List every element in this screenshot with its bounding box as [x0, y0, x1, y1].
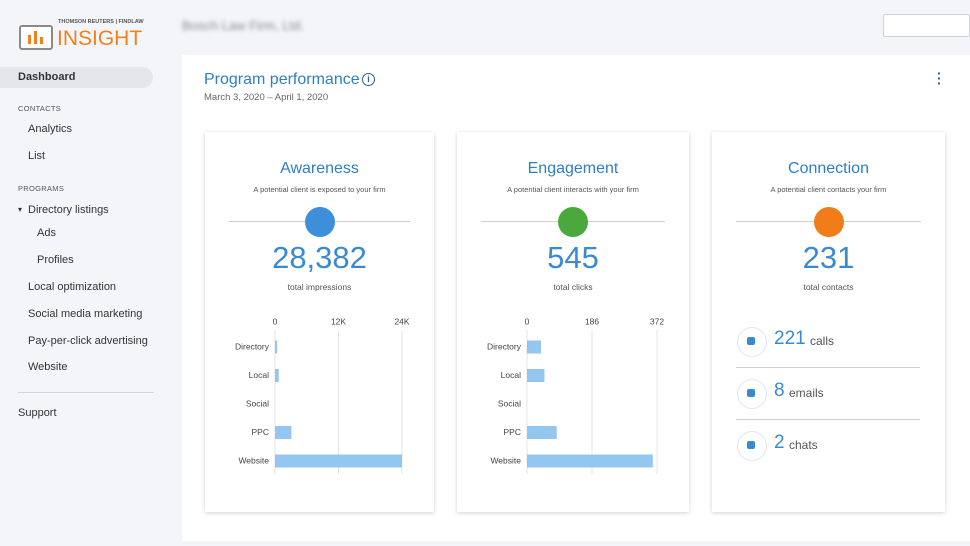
card: Connection A potential client contacts y…	[712, 132, 945, 512]
card-subtitle: A potential client is exposed to your fi…	[253, 185, 386, 194]
top-button[interactable]	[883, 14, 970, 37]
nav-item[interactable]: Profiles	[37, 254, 74, 266]
panel-title: Program performance	[204, 71, 360, 88]
menu-dots[interactable]: · · ·	[937, 65, 942, 91]
sidebar: THOMSON REUTERS | FINDLAW INSIGHT Dashbo…	[0, 0, 168, 546]
chart: 0 186 372 Directory Local Social PPC Website	[487, 316, 664, 474]
card-total-label: total contacts	[803, 282, 854, 292]
x-tick-label: 186	[585, 316, 599, 326]
y-tick-label: Directory	[235, 341, 270, 351]
nav-item[interactable]: Directory listings	[28, 204, 109, 216]
inbox-icon	[813, 207, 844, 237]
x-tick-label: 0	[525, 316, 530, 326]
nav-item[interactable]: Social media marketing	[28, 308, 143, 320]
bar	[527, 369, 545, 382]
brand-name: INSIGHT	[57, 27, 143, 50]
caret: ▾	[18, 205, 23, 214]
y-tick-label: Local	[501, 370, 521, 380]
card: Awareness A potential client is exposed …	[205, 132, 434, 512]
contact-icon-inner	[747, 389, 755, 397]
contact-icon-inner	[747, 337, 755, 345]
x-tick-label: 0	[273, 316, 278, 326]
card: Engagement A potential client interacts …	[457, 132, 689, 512]
bar	[527, 454, 653, 468]
nav-heading: PROGRAMS	[18, 184, 65, 193]
y-tick-label: Directory	[487, 341, 522, 351]
panel-dates: March 3, 2020 – April 1, 2020	[204, 92, 329, 103]
nav-item[interactable]: Ads	[37, 227, 56, 239]
wifi-icon	[304, 207, 335, 237]
card-total: 231	[802, 240, 855, 275]
nav-heading: CONTACTS	[18, 104, 62, 113]
contact-unit: chats	[789, 438, 818, 452]
x-tick-label: 372	[650, 316, 664, 326]
card-total-label: total impressions	[287, 282, 352, 292]
card-total: 28,382	[272, 240, 367, 275]
nav-support[interactable]: Support	[18, 407, 57, 419]
card-title: Connection	[788, 160, 869, 177]
firm-name: Bosch Law Firm, Ltd.	[182, 18, 305, 33]
card-total: 545	[547, 240, 599, 275]
divider	[736, 367, 920, 368]
contact-value: 221	[774, 328, 806, 349]
contact-unit: emails	[789, 386, 824, 400]
chart: 0 12K 24K Directory Local Social PPC Website	[235, 316, 410, 474]
nav-item[interactable]: Website	[28, 361, 68, 373]
card-title: Awareness	[280, 160, 359, 177]
x-tick-label: 24K	[394, 316, 409, 326]
bar	[275, 426, 292, 439]
y-tick-label: Social	[498, 398, 521, 408]
contact-unit: calls	[810, 334, 835, 348]
contact-value: 2	[774, 432, 785, 453]
contact-icon-inner	[747, 441, 755, 449]
card-subtitle: A potential client interacts with your f…	[507, 185, 639, 194]
logo-icon	[19, 25, 53, 50]
bar	[527, 426, 557, 439]
info-icon: i	[362, 73, 375, 86]
bar	[275, 369, 279, 382]
nav-dashboard[interactable]: Dashboard	[18, 71, 76, 83]
nav-item[interactable]: Local optimization	[28, 281, 117, 293]
bar	[275, 340, 278, 354]
y-tick-label: Website	[238, 455, 269, 465]
y-tick-label: PPC	[252, 427, 269, 437]
y-tick-label: Website	[490, 455, 521, 465]
nav-item[interactable]: Analytics	[28, 123, 73, 135]
brand-top: THOMSON REUTERS | FINDLAW	[58, 19, 144, 25]
x-tick-label: 12K	[331, 316, 346, 326]
click-icon	[558, 207, 588, 237]
divider	[18, 392, 154, 393]
y-tick-label: Social	[246, 398, 269, 408]
y-tick-label: PPC	[504, 427, 521, 437]
bar	[527, 340, 541, 354]
nav-item[interactable]: Pay-per-click advertising	[28, 335, 148, 347]
nav-item[interactable]: List	[28, 150, 46, 162]
divider	[736, 419, 920, 420]
card-title: Engagement	[527, 160, 619, 177]
active-pill	[0, 67, 153, 88]
card-subtitle: A potential client contacts your firm	[770, 185, 887, 194]
y-tick-label: Local	[249, 370, 269, 380]
contact-value: 8	[774, 380, 785, 401]
card-total-label: total clicks	[553, 282, 593, 292]
bar	[275, 454, 402, 468]
